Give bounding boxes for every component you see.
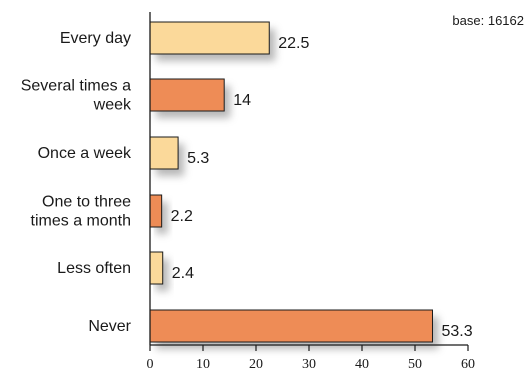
- base-annotation: base: 16162: [452, 13, 524, 28]
- category-label: Less often: [57, 260, 131, 277]
- labels: 22.5 Every day 14 Several times a week 5.3 Onc…: [21, 30, 475, 372]
- category-label: One to three times a month: [31, 194, 132, 230]
- bar: [149, 21, 270, 55]
- bar-value-label: 14: [233, 92, 251, 109]
- category-label: Never: [88, 318, 131, 335]
- x-tick-label: 60: [461, 357, 475, 372]
- x-tick-label: 20: [249, 357, 263, 372]
- bars: [149, 21, 433, 343]
- bar: [149, 251, 164, 285]
- x-tick-label: 50: [408, 357, 422, 372]
- axes: [149, 12, 469, 351]
- bar: [149, 78, 225, 112]
- x-tick-label: 0: [147, 357, 154, 372]
- bar: [149, 309, 433, 343]
- category-label: Once a week: [38, 145, 132, 162]
- x-tick-label: 30: [302, 357, 316, 372]
- bar-value-label: 2.2: [171, 208, 193, 225]
- bar-value-label: 2.4: [172, 265, 194, 282]
- bar-value-label: 5.3: [187, 150, 209, 167]
- bar: [149, 136, 179, 170]
- bar-shadows: [156, 29, 439, 349]
- x-tick-label: 10: [196, 357, 210, 372]
- bar-value-label: 53.3: [441, 323, 472, 340]
- bar: [149, 194, 163, 228]
- bar-value-label: 22.5: [278, 35, 309, 52]
- category-label: Every day: [60, 30, 131, 47]
- category-label: Several times a week: [21, 78, 132, 114]
- x-tick-label: 40: [355, 357, 369, 372]
